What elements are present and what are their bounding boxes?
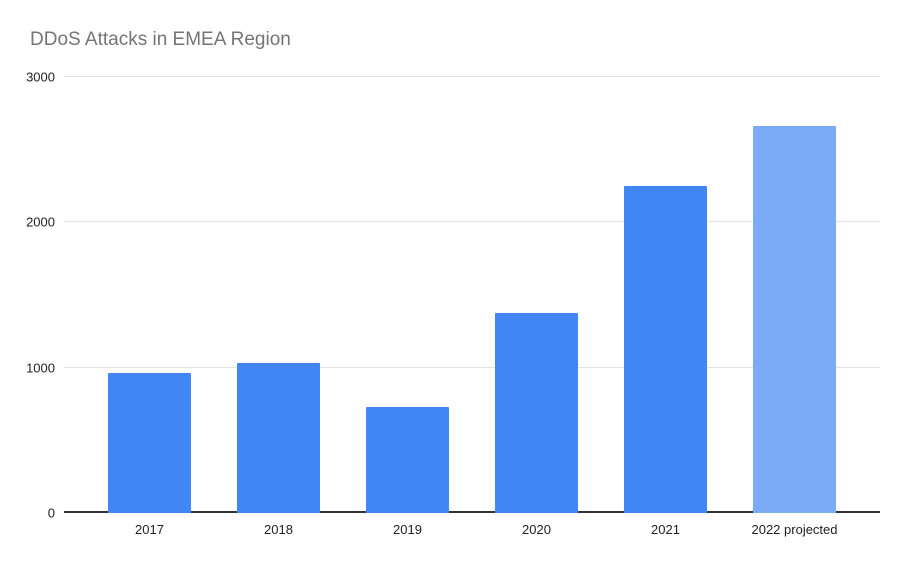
bar-2020 (494, 313, 579, 513)
gridline-1000 (64, 366, 880, 368)
x-tick-label: 2018 (264, 522, 293, 537)
bars-container: 2017 2018 2019 2020 2021 2022 projected (64, 77, 880, 537)
x-tick-label: 2020 (522, 522, 551, 537)
x-tick-label: 2017 (135, 522, 164, 537)
x-axis-line (64, 511, 880, 513)
gridline-3000 (64, 76, 880, 77)
plot-area: 0 1000 2000 3000 2017 2018 2019 2020 2021 2022 pr… (26, 70, 880, 537)
bar-slot: 2018 (214, 77, 343, 537)
bar-2018 (236, 363, 321, 513)
bar-slot: 2022 projected (730, 77, 859, 537)
gridline-2000 (64, 221, 880, 223)
y-tick-label: 2000 (26, 214, 55, 230)
bar-slot: 2020 (472, 77, 601, 537)
x-tick-label: 2019 (393, 522, 422, 537)
bar-slot: 2019 (343, 77, 472, 537)
bar-2021 (623, 186, 708, 513)
bar-2017 (107, 373, 192, 513)
bar-2019 (365, 406, 450, 513)
bar-slot: 2021 (601, 77, 730, 537)
x-tick-label: 2022 projected (751, 522, 838, 537)
y-tick-label: 0 (47, 505, 55, 521)
x-tick-label: 2021 (651, 522, 680, 537)
bar-slot: 2017 (85, 77, 214, 537)
y-tick-label: 1000 (26, 360, 55, 376)
bar-2022-projected (752, 125, 837, 513)
chart-title: DDoS Attacks in EMEA Region (30, 29, 291, 50)
y-tick-label: 3000 (26, 69, 55, 85)
